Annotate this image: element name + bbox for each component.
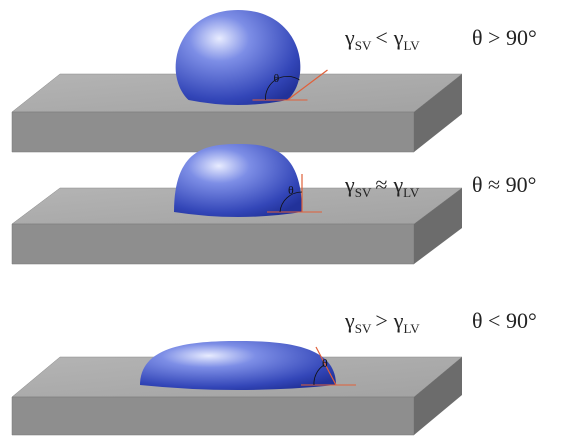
angle-condition: θ < 90° bbox=[472, 308, 537, 333]
surface-tension-relation: γSV<γLV bbox=[344, 25, 420, 53]
angle-label: θ bbox=[322, 356, 328, 370]
droplet bbox=[174, 144, 302, 217]
slab-front bbox=[12, 112, 414, 152]
right: γ bbox=[393, 308, 404, 333]
right: γ bbox=[393, 25, 404, 50]
angle-label: θ bbox=[288, 183, 294, 197]
relation: ≈ bbox=[375, 172, 387, 197]
surface-tension-relation: γSV>γLV bbox=[344, 308, 420, 336]
left: γ bbox=[344, 25, 355, 50]
slab-front bbox=[12, 224, 414, 264]
angle-condition: θ > 90° bbox=[472, 25, 537, 50]
right-sub: LV bbox=[404, 38, 421, 53]
left: γ bbox=[344, 308, 355, 333]
angle-label: θ bbox=[274, 71, 280, 85]
right-sub: LV bbox=[404, 321, 421, 336]
left: γ bbox=[344, 172, 355, 197]
left-sub: SV bbox=[355, 321, 372, 336]
relation: > bbox=[375, 308, 387, 333]
droplet bbox=[176, 10, 301, 105]
droplet bbox=[140, 341, 336, 390]
angle-condition: θ ≈ 90° bbox=[472, 172, 536, 197]
left-sub: SV bbox=[355, 38, 372, 53]
diagram: θγSV<γLVθ > 90°θγSV≈γLVθ ≈ 90°θγSV>γLVθ … bbox=[0, 0, 566, 438]
relation: < bbox=[375, 25, 387, 50]
slab-front bbox=[12, 397, 414, 435]
surface-tension-relation: γSV≈γLV bbox=[344, 172, 420, 200]
right-sub: LV bbox=[403, 185, 420, 200]
left-sub: SV bbox=[355, 185, 372, 200]
right: γ bbox=[392, 172, 403, 197]
